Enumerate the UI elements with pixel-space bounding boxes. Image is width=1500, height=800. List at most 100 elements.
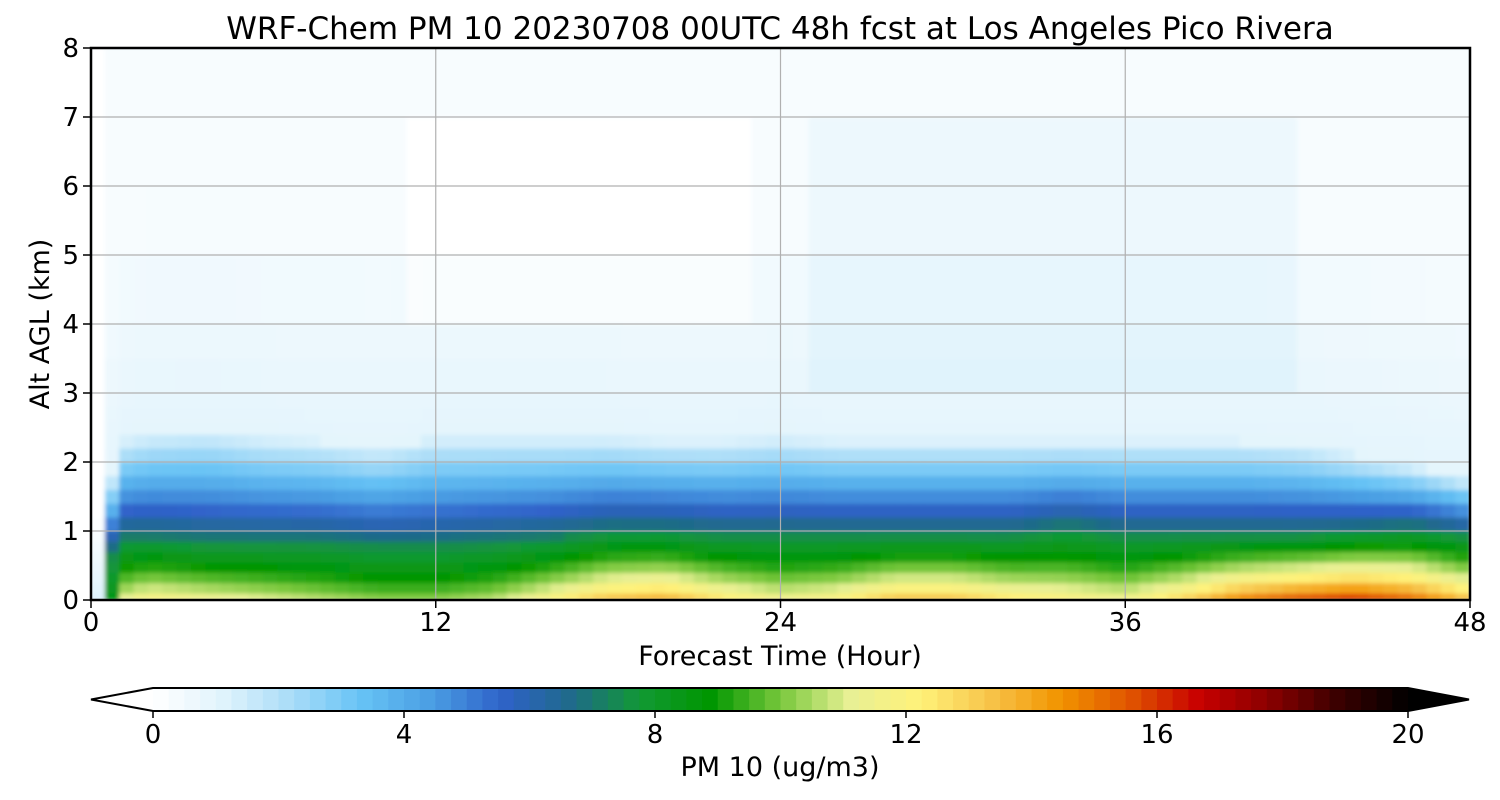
heatmap-cell: [492, 530, 509, 542]
heatmap-cell: [981, 461, 997, 477]
heatmap-cell: [277, 48, 293, 118]
heatmap-cell: [1455, 571, 1470, 584]
heatmap-cell: [693, 48, 710, 118]
heatmap-cell: [119, 116, 135, 187]
heatmap-cell: [1196, 582, 1212, 594]
heatmap-cell: [363, 420, 379, 435]
heatmap-cell: [162, 551, 178, 563]
heatmap-cell: [1440, 489, 1457, 504]
heatmap-cell: [952, 420, 968, 435]
heatmap-cell: [406, 254, 422, 325]
heatmap-cell: [621, 571, 638, 584]
heatmap-cell: [578, 461, 595, 477]
heatmap-cell: [334, 502, 351, 518]
heatmap-cell: [1110, 561, 1126, 573]
heatmap-cell: [191, 502, 207, 518]
heatmap-cell: [535, 254, 552, 325]
heatmap-cell: [794, 323, 810, 359]
heatmap-cell: [363, 540, 379, 553]
heatmap-cell: [823, 185, 839, 256]
heatmap-cell: [1268, 461, 1284, 477]
heatmap-cell: [938, 461, 954, 477]
heatmap-cell: [305, 516, 322, 532]
heatmap-cell: [349, 48, 365, 118]
heatmap-cell: [866, 540, 882, 553]
heatmap-cell: [305, 551, 322, 563]
heatmap-cell: [1067, 571, 1083, 584]
heatmap-cell: [823, 551, 839, 563]
heatmap-cell: [377, 540, 394, 553]
heatmap-cell: [1024, 48, 1040, 118]
heatmap-cell: [1297, 475, 1313, 491]
heatmap-cell: [851, 502, 868, 518]
heatmap-cell: [894, 433, 911, 449]
heatmap-cell: [1383, 475, 1399, 491]
heatmap-cell: [1009, 475, 1026, 491]
heatmap-cell: [1081, 406, 1098, 422]
heatmap-cell: [1282, 254, 1299, 325]
heatmap-cell: [1081, 358, 1098, 394]
heatmap-cell: [1096, 571, 1112, 584]
heatmap-cell: [1167, 420, 1184, 435]
heatmap-cell: [981, 502, 997, 518]
heatmap-cell: [621, 489, 638, 504]
heatmap-cell: [736, 323, 753, 359]
heatmap-cell: [736, 48, 753, 118]
colorbar-tick-label: 0: [145, 720, 162, 750]
heatmap-cell: [463, 323, 480, 359]
heatmap-cell: [1340, 551, 1356, 563]
heatmap-cell: [349, 571, 365, 584]
heatmap-cell: [1254, 323, 1270, 359]
heatmap-cell: [435, 489, 451, 504]
heatmap-cell: [736, 461, 753, 477]
heatmap-cell: [1368, 185, 1385, 256]
heatmap-cell: [751, 392, 767, 408]
heatmap-cell: [995, 358, 1011, 394]
heatmap-cell: [478, 254, 494, 325]
heatmap-cell: [823, 461, 839, 477]
heatmap-cell: [679, 433, 695, 449]
heatmap-cell: [966, 358, 983, 394]
heatmap-cell: [1067, 392, 1083, 408]
heatmap-cell: [1325, 561, 1342, 573]
heatmap-cell: [866, 48, 882, 118]
heatmap-cell: [1024, 185, 1040, 256]
heatmap-cell: [191, 461, 207, 477]
heatmap-cell: [578, 116, 595, 187]
heatmap-cell: [808, 461, 825, 477]
heatmap-cell: [794, 502, 810, 518]
heatmap-cell: [837, 582, 853, 594]
heatmap-cell: [1397, 502, 1414, 518]
heatmap-cell: [952, 433, 968, 449]
heatmap-cell: [1412, 461, 1428, 477]
heatmap-cell: [507, 582, 523, 594]
heatmap-cell: [277, 551, 293, 563]
heatmap-cell: [191, 406, 207, 422]
heatmap-cell: [880, 540, 896, 553]
heatmap-cell: [521, 540, 537, 553]
heatmap-cell: [91, 461, 106, 477]
heatmap-cell: [133, 592, 149, 600]
heatmap-cell: [1340, 530, 1356, 542]
heatmap-cell: [722, 48, 738, 118]
heatmap-cell: [794, 475, 810, 491]
heatmap-cell: [1268, 323, 1284, 359]
heatmap-cell: [923, 489, 940, 504]
heatmap-cell: [578, 254, 595, 325]
y-tick-label: 1: [62, 517, 79, 547]
heatmap-cell: [248, 502, 264, 518]
heatmap-cell: [248, 561, 264, 573]
heatmap-cell: [636, 406, 652, 422]
colorbar-segment: [1078, 688, 1095, 711]
heatmap-cell: [1368, 48, 1385, 118]
heatmap-cell: [507, 358, 523, 394]
heatmap-cell: [392, 540, 408, 553]
heatmap-cell: [435, 516, 451, 532]
heatmap-cell: [636, 561, 652, 573]
heatmap-cell: [1239, 502, 1256, 518]
colorbar-segment: [921, 688, 938, 711]
heatmap-cell: [363, 116, 379, 187]
heatmap-cell: [995, 48, 1011, 118]
colorbar-segment: [796, 688, 813, 711]
heatmap-cell: [1282, 48, 1299, 118]
